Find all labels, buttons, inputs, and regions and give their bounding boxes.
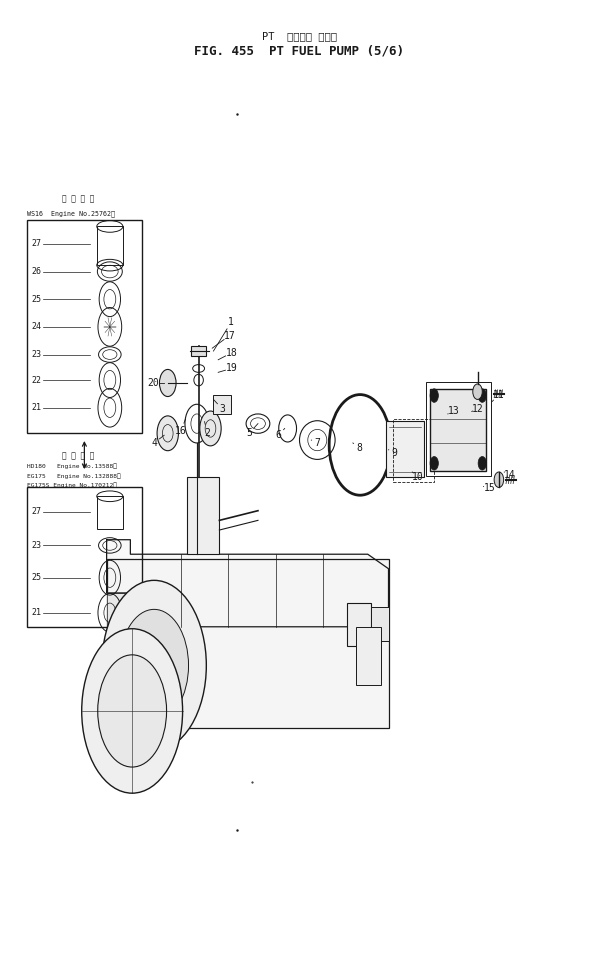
Bar bbox=[26, 221, 142, 433]
Text: 19: 19 bbox=[225, 364, 237, 374]
Text: 26: 26 bbox=[31, 267, 41, 276]
Text: 23: 23 bbox=[31, 350, 41, 359]
Bar bbox=[371, 607, 389, 641]
Text: 27: 27 bbox=[31, 239, 41, 248]
Text: 11: 11 bbox=[492, 389, 504, 400]
Bar bbox=[430, 389, 486, 471]
Text: 16: 16 bbox=[175, 426, 187, 436]
Circle shape bbox=[473, 384, 482, 400]
Bar bbox=[187, 477, 219, 555]
Circle shape bbox=[478, 456, 486, 470]
Circle shape bbox=[140, 641, 169, 690]
Text: 10: 10 bbox=[412, 472, 424, 482]
Text: PT  フェエル ポンプ: PT フェエル ポンプ bbox=[262, 32, 337, 42]
Text: EG175   Engine No.132888～: EG175 Engine No.132888～ bbox=[26, 473, 120, 479]
Bar bbox=[192, 346, 205, 356]
Text: 適 用 号 機: 適 用 号 機 bbox=[62, 195, 95, 203]
Text: HD180   Engine No.13588～: HD180 Engine No.13588～ bbox=[26, 463, 117, 469]
Text: 21: 21 bbox=[31, 403, 41, 413]
Text: 21: 21 bbox=[31, 608, 41, 617]
Text: 22: 22 bbox=[31, 376, 41, 384]
Text: FIG. 455  PT FUEL PUMP (5/6): FIG. 455 PT FUEL PUMP (5/6) bbox=[195, 45, 404, 57]
Text: 24: 24 bbox=[31, 322, 41, 332]
Bar bbox=[97, 496, 123, 529]
Text: 8: 8 bbox=[356, 443, 362, 452]
Text: WS16  Engine No.25762～: WS16 Engine No.25762～ bbox=[26, 210, 114, 217]
Circle shape bbox=[159, 370, 176, 397]
Text: 15: 15 bbox=[483, 484, 495, 493]
Bar bbox=[26, 486, 142, 627]
Circle shape bbox=[478, 389, 486, 402]
Polygon shape bbox=[107, 540, 389, 636]
Text: 25: 25 bbox=[31, 295, 41, 304]
Bar bbox=[386, 420, 424, 477]
Text: 4: 4 bbox=[151, 438, 157, 448]
Text: 14: 14 bbox=[504, 470, 516, 480]
Bar bbox=[107, 559, 389, 729]
Text: 7: 7 bbox=[314, 438, 320, 448]
Circle shape bbox=[494, 472, 504, 487]
Bar bbox=[347, 602, 371, 646]
Text: 18: 18 bbox=[225, 348, 237, 358]
Circle shape bbox=[102, 580, 206, 750]
Text: 27: 27 bbox=[31, 507, 41, 517]
Text: 1: 1 bbox=[228, 317, 234, 327]
Text: 20: 20 bbox=[147, 378, 159, 388]
Text: 25: 25 bbox=[31, 573, 41, 582]
Circle shape bbox=[81, 629, 183, 793]
Bar bbox=[213, 395, 231, 414]
Text: 12: 12 bbox=[471, 404, 483, 414]
Bar bbox=[394, 418, 434, 482]
Polygon shape bbox=[107, 593, 131, 729]
Bar bbox=[356, 627, 381, 685]
Circle shape bbox=[98, 655, 167, 767]
Bar bbox=[97, 227, 123, 266]
Circle shape bbox=[430, 456, 438, 470]
Circle shape bbox=[200, 411, 221, 446]
Circle shape bbox=[157, 415, 179, 450]
Text: 13: 13 bbox=[448, 406, 459, 416]
Text: 17: 17 bbox=[223, 331, 235, 341]
Text: EG175S Engine No.170212～: EG175S Engine No.170212～ bbox=[26, 483, 117, 488]
Text: 3: 3 bbox=[219, 404, 225, 414]
Text: 23: 23 bbox=[31, 541, 41, 550]
Text: 2: 2 bbox=[205, 428, 210, 438]
Circle shape bbox=[120, 609, 189, 722]
Circle shape bbox=[430, 389, 438, 402]
Text: 9: 9 bbox=[392, 448, 397, 457]
Bar bbox=[426, 382, 491, 476]
Text: 適 用 号 機: 適 用 号 機 bbox=[62, 451, 95, 460]
Text: 5: 5 bbox=[246, 428, 252, 438]
Text: 6: 6 bbox=[276, 430, 282, 440]
